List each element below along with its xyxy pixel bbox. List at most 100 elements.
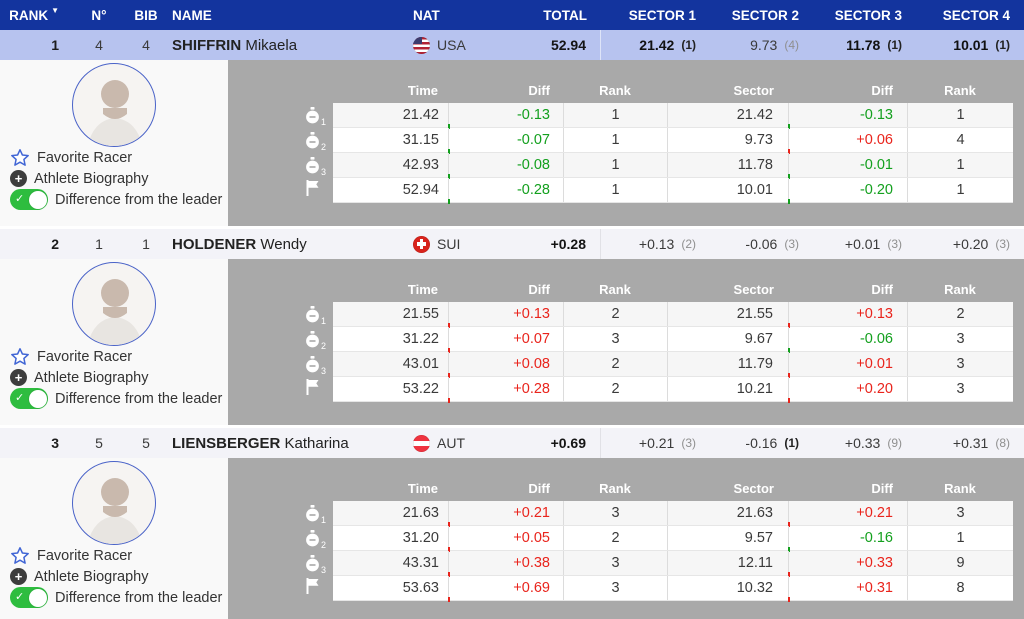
difference-toggle[interactable]: ✓ <box>10 388 48 409</box>
favorite-racer-button[interactable]: Favorite Racer <box>10 147 228 168</box>
split-sector-time: 10.21 <box>667 377 788 401</box>
split-col-sector-rank: Rank <box>944 82 976 98</box>
split-sector-time: 10.32 <box>667 576 788 600</box>
col-header-nat[interactable]: NAT <box>413 7 440 23</box>
col-header-number[interactable]: N° <box>91 7 107 23</box>
sector-value: +0.13 <box>638 236 675 252</box>
split-sector-time: 11.79 <box>667 352 788 376</box>
split-sector-diff: +0.01 <box>788 352 907 378</box>
col-header-total[interactable]: TOTAL <box>543 7 587 23</box>
sector-rank: (1) <box>995 38 1010 52</box>
split-diff: -0.13 <box>448 103 563 129</box>
split-sector-rank: 3 <box>907 327 1013 351</box>
difference-toggle-label: Difference from the leader <box>55 589 223 606</box>
col-header-sector1[interactable]: SECTOR 1 <box>628 7 696 23</box>
stopwatch-2-icon: 2 <box>305 529 326 550</box>
split-time: 53.22 <box>402 381 439 397</box>
finish-row <box>228 178 333 203</box>
athlete-biography-button[interactable]: + Athlete Biography <box>10 566 228 587</box>
sector-rank: (3) <box>995 237 1010 251</box>
sector-value: +0.01 <box>844 236 881 252</box>
split-row: 52.94 -0.28 1 10.01 -0.20 1 <box>333 178 1013 204</box>
split-diff: -0.07 <box>448 128 563 154</box>
split-table-header: Time Diff Rank Sector Diff Rank <box>333 77 1013 103</box>
split-diff: +0.13 <box>448 302 563 328</box>
split-sector-diff: +0.06 <box>788 128 907 154</box>
racer-detail-grey-area: Time Diff Rank Sector Diff Rank 1 <box>228 458 1024 619</box>
split-rank: 2 <box>563 526 667 550</box>
athlete-silhouette <box>87 279 143 345</box>
split-rank: 1 <box>563 103 667 127</box>
split-sector-rank: 3 <box>907 377 1013 401</box>
favorite-racer-label: Favorite Racer <box>37 547 133 564</box>
split-diff: -0.28 <box>448 178 563 204</box>
difference-toggle-label: Difference from the leader <box>55 390 223 407</box>
intermediate-2-row: 2 <box>228 128 333 153</box>
summary-row[interactable]: 2 1 1 HOLDENER Wendy SUI +0.28 +0.13 (2)… <box>0 229 1024 259</box>
col-header-sector4[interactable]: SECTOR 4 <box>942 7 1010 23</box>
split-col-diff: Diff <box>528 480 550 496</box>
split-table-body: 21.42 -0.13 1 21.42 -0.13 1 31.15 -0.07 … <box>333 103 1013 204</box>
split-sector-rank: 1 <box>907 526 1013 550</box>
intermediate-3-row: 3 <box>228 551 333 576</box>
difference-toggle[interactable]: ✓ <box>10 587 48 608</box>
racer-nation: SUI <box>399 235 504 253</box>
split-time: 31.15 <box>402 132 439 148</box>
split-col-sector-rank: Rank <box>944 480 976 496</box>
favorite-racer-button[interactable]: Favorite Racer <box>10 346 228 367</box>
split-sector-rank: 1 <box>907 178 1013 202</box>
sector-value: 11.78 <box>846 37 881 53</box>
stopwatch-1-icon: 1 <box>305 305 326 326</box>
split-rank: 2 <box>563 377 667 401</box>
summary-row[interactable]: 3 5 5 LIENSBERGER Katharina AUT +0.69 +0… <box>0 428 1024 458</box>
split-rank: 3 <box>563 327 667 351</box>
check-icon: ✓ <box>15 193 25 205</box>
col-header-bib[interactable]: BIB <box>134 7 158 23</box>
racer-rank: 3 <box>51 435 59 451</box>
split-sector-diff: -0.13 <box>788 103 907 129</box>
split-sector-diff: +0.20 <box>788 377 907 403</box>
split-sector-time: 12.11 <box>667 551 788 575</box>
star-icon <box>10 148 30 168</box>
favorite-racer-label: Favorite Racer <box>37 348 133 365</box>
racer-total: +0.69 <box>504 428 601 458</box>
split-col-sector-diff: Diff <box>871 82 893 98</box>
col-header-rank[interactable]: RANK ▼ <box>0 6 75 23</box>
col-header-sector2[interactable]: SECTOR 2 <box>731 7 799 23</box>
intermediate-1-row: 1 <box>228 501 333 526</box>
split-col-rank: Rank <box>599 281 631 297</box>
athlete-photo <box>72 63 156 147</box>
split-time: 31.20 <box>402 530 439 546</box>
racer-start-number: 4 <box>95 37 103 53</box>
difference-toggle[interactable]: ✓ <box>10 189 48 210</box>
stopwatch-3-sub: 3 <box>320 564 326 575</box>
split-row: 31.15 -0.07 1 9.73 +0.06 4 <box>333 128 1013 154</box>
split-row: 31.20 +0.05 2 9.57 -0.16 1 <box>333 526 1013 552</box>
racer-detail: Favorite Racer + Athlete Biography ✓ Dif… <box>0 458 1024 619</box>
athlete-biography-button[interactable]: + Athlete Biography <box>10 367 228 388</box>
avatar-wrap <box>10 461 228 545</box>
star-icon <box>10 347 30 367</box>
racer-first-name: Wendy <box>260 235 307 253</box>
col-header-sector3[interactable]: SECTOR 3 <box>834 7 902 23</box>
split-col-sector: Sector <box>733 281 774 297</box>
col-header-name[interactable]: NAME <box>172 7 212 23</box>
avatar-wrap <box>10 63 228 147</box>
athlete-biography-button[interactable]: + Athlete Biography <box>10 168 228 189</box>
racer-rank: 1 <box>51 37 59 53</box>
sector-summary-cell: +0.33 (9) <box>807 435 910 451</box>
split-rank: 1 <box>563 128 667 152</box>
racer-first-name: Katharina <box>284 434 349 452</box>
racer-bib: 1 <box>142 236 150 252</box>
split-sector-diff: +0.13 <box>788 302 907 328</box>
split-sector-time: 21.63 <box>667 501 788 525</box>
split-time: 43.31 <box>402 555 439 571</box>
intermediate-3-row: 3 <box>228 352 333 377</box>
sector-summary-cell: +0.20 (3) <box>910 236 1024 252</box>
athlete-photo <box>72 461 156 545</box>
split-time: 43.01 <box>402 356 439 372</box>
summary-row[interactable]: 1 4 4 SHIFFRIN Mikaela USA 52.94 21.42 (… <box>0 30 1024 60</box>
racer-last-name: SHIFFRIN <box>172 36 242 54</box>
sector-summary-cell: -0.06 (3) <box>704 236 807 252</box>
favorite-racer-button[interactable]: Favorite Racer <box>10 545 228 566</box>
